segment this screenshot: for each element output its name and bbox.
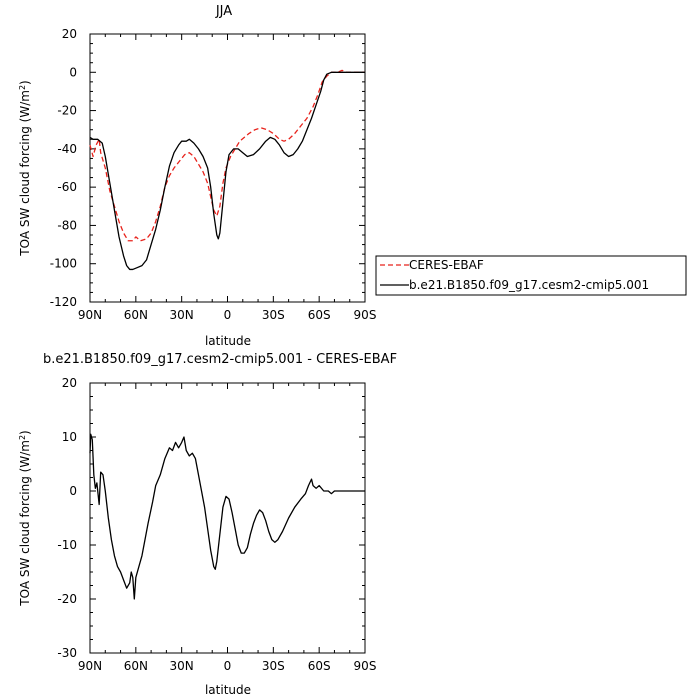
top-x-axis-label: latitude [205,334,251,348]
x-tick-label: 90N [78,659,102,673]
x-tick-label: 0 [224,308,232,322]
y-tick-label: 20 [62,27,77,41]
y-tick-label: 0 [69,65,77,79]
top-y-axis-label: TOA SW cloud forcing (W/m2) [18,80,33,256]
bottom-chart-title: b.e21.B1850.f09_g17.cesm2-cmip5.001 - CE… [43,352,397,367]
x-tick-label: 30N [170,659,194,673]
bottom-y-axis-label: TOA SW cloud forcing (W/m2) [18,430,33,606]
legend: CERES-EBAF b.e21.B1850.f09_g17.cesm2-cmi… [375,255,687,296]
x-tick-label: 30N [170,308,194,322]
bottom-series-group [89,433,365,600]
x-tick-label: 90S [354,308,377,322]
top-plot-frame [89,33,366,303]
y-tick-label: 0 [69,484,77,498]
legend-label-model: b.e21.B1850.f09_g17.cesm2-cmip5.001 [409,278,649,292]
top-axis-ticks: 90N 60N 30N 0 30S 60S 90S 20 0 -20 -40 -60 -80 -100 -1… [50,27,377,322]
y-tick-label: 20 [62,376,77,390]
x-tick-label: 30S [262,308,285,322]
x-tick-label: 60S [308,659,331,673]
bottom-panel: b.e21.B1850.f09_g17.cesm2-cmip5.001 - CE… [18,352,398,697]
x-tick-label: 90N [78,308,102,322]
legend-label-ceres: CERES-EBAF [409,258,484,272]
y-tick-label: -120 [50,295,77,309]
x-tick-label: 60N [124,659,148,673]
top-series-line-1 [89,71,365,271]
top-series-group [89,69,365,271]
top-chart-title: JJA [215,4,232,19]
x-tick-label: 60N [124,308,148,322]
y-tick-label: -80 [57,218,77,232]
x-tick-label: 30S [262,659,285,673]
y-tick-label: -10 [57,538,77,552]
legend-box [375,255,687,296]
y-tick-label: 10 [62,430,77,444]
y-tick-label: -60 [57,180,77,194]
y-tick-label: -100 [50,257,77,271]
bottom-x-axis-label: latitude [205,683,251,697]
bottom-series-line-0 [89,433,365,600]
y-tick-label: -20 [57,104,77,118]
y-tick-label: -20 [57,592,77,606]
top-panel: JJA 90N 60N 30N 0 30S 60S 90S 20 0 -20 -40 -60 -80 -1… [18,4,687,348]
y-tick-label: -30 [57,646,77,660]
x-tick-label: 60S [308,308,331,322]
x-tick-label: 90S [354,659,377,673]
y-tick-label: -40 [57,142,77,156]
x-tick-label: 0 [224,659,232,673]
top-series-line-0 [89,69,365,242]
bottom-axis-ticks: 90N 60N 30N 0 30S 60S 90S 20 10 0 -10 -20 -30 [57,376,376,673]
bottom-plot-frame [89,382,366,654]
